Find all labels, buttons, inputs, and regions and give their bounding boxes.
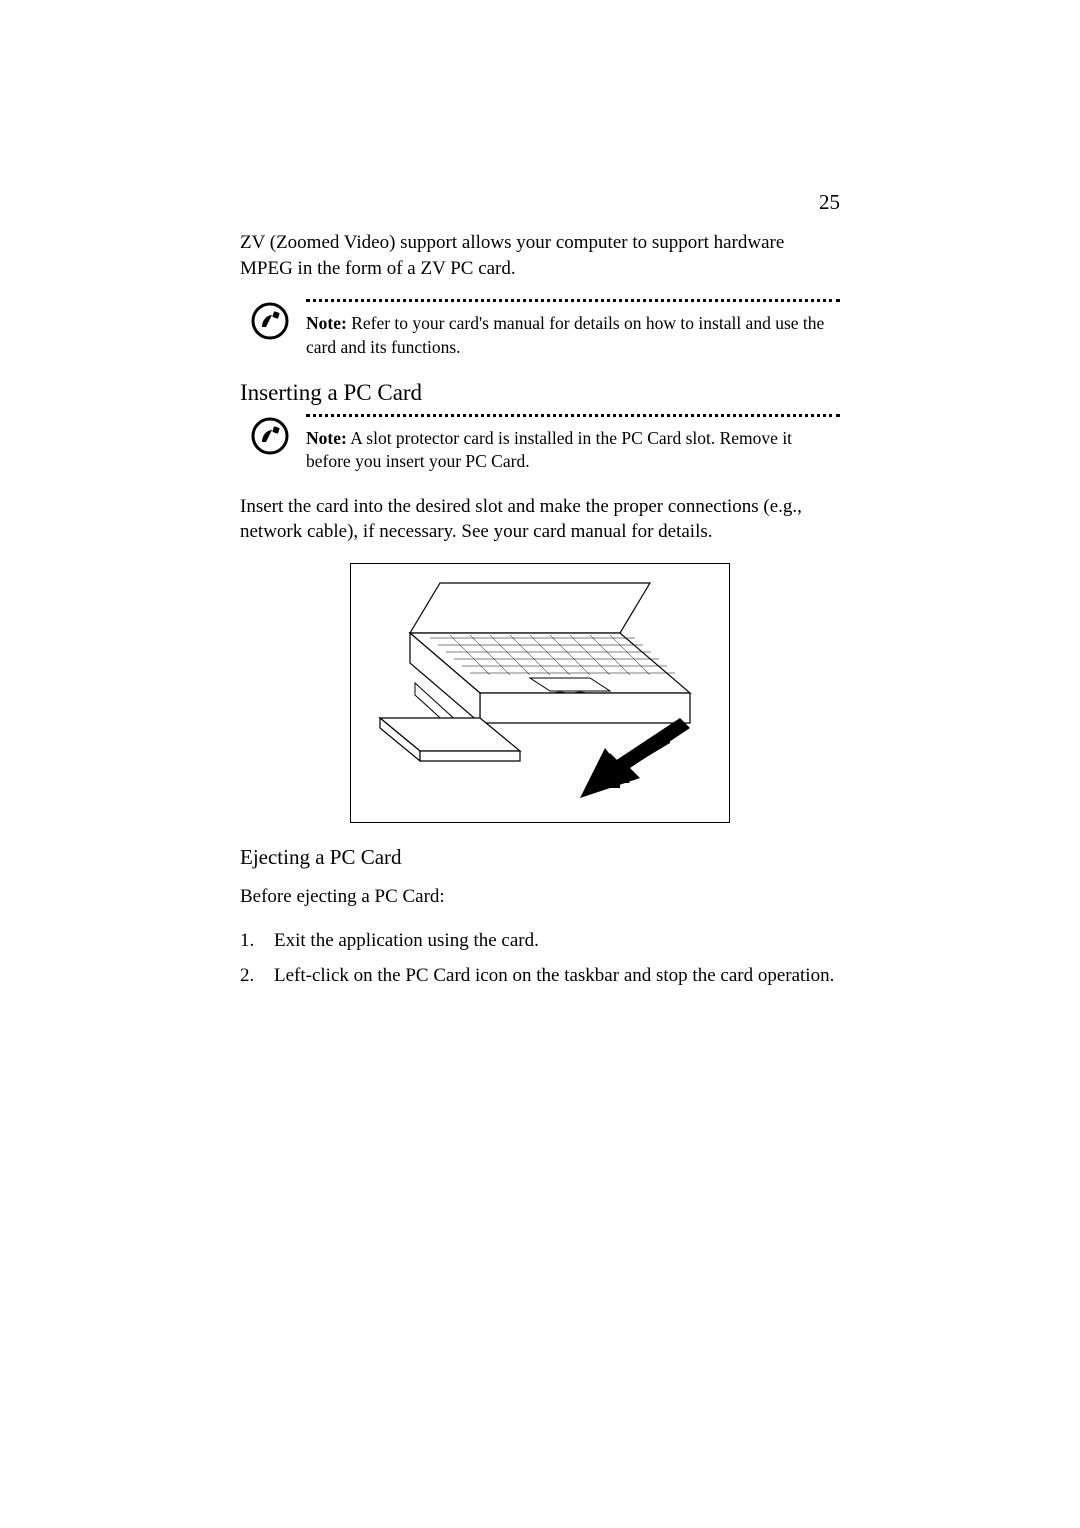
heading-inserting: Inserting a PC Card [240, 380, 840, 406]
note-block-2: Note: A slot protector card is installed… [240, 414, 840, 474]
note-block-1: Note: Refer to your card's manual for de… [240, 299, 840, 359]
list-number: 1. [240, 928, 274, 954]
eject-steps: 1. Exit the application using the card. … [240, 928, 840, 989]
list-number: 2. [240, 963, 274, 989]
list-text: Left-click on the PC Card icon on the ta… [274, 963, 840, 989]
diagram-insert-card [240, 563, 840, 823]
dotted-rule [306, 299, 840, 302]
list-item: 2. Left-click on the PC Card icon on the… [240, 963, 840, 989]
list-item: 1. Exit the application using the card. [240, 928, 840, 954]
insert-paragraph: Insert the card into the desired slot an… [240, 494, 840, 545]
list-text: Exit the application using the card. [274, 928, 840, 954]
note-1-text: Note: Refer to your card's manual for de… [306, 312, 840, 359]
page-number: 25 [819, 190, 840, 215]
intro-paragraph: ZV (Zoomed Video) support allows your co… [240, 230, 840, 281]
note-icon [240, 414, 300, 456]
heading-ejecting: Ejecting a PC Card [240, 845, 840, 870]
note-2-text: Note: A slot protector card is installed… [306, 427, 840, 474]
note-icon [240, 299, 300, 341]
eject-intro: Before ejecting a PC Card: [240, 884, 840, 910]
dotted-rule [306, 414, 840, 417]
